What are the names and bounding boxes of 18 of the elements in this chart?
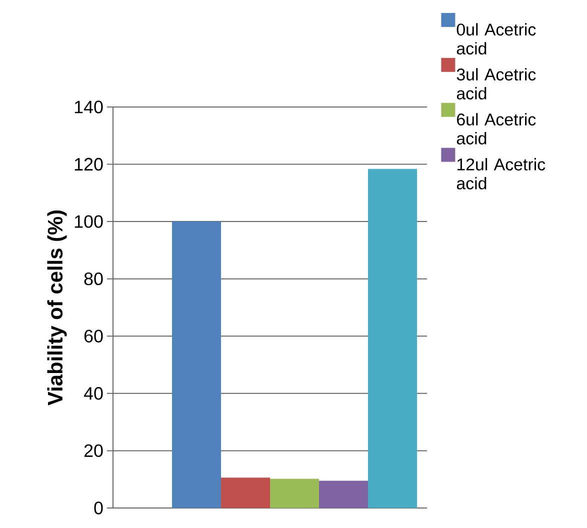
bar xyxy=(319,480,368,508)
y-tick-label: 60 xyxy=(84,330,103,342)
y-tick-label: 100 xyxy=(74,215,103,228)
y-tick-label: 140 xyxy=(74,100,103,114)
bar xyxy=(368,168,418,508)
y-axis-title: Viability of cells (%) xyxy=(47,210,67,406)
bar xyxy=(270,478,320,508)
bar xyxy=(221,478,270,508)
legend-label: 3ul Acetric acid xyxy=(456,68,536,100)
y-tick-label: 20 xyxy=(84,444,103,458)
legend-label: 0ul Acetric acid xyxy=(456,23,536,55)
y-tick-label: 80 xyxy=(84,272,103,286)
legend-label: 12ul Acetric acid xyxy=(456,158,546,190)
bar xyxy=(172,222,221,508)
y-tick-label: 0 xyxy=(94,502,103,514)
y-tick-label: 120 xyxy=(74,158,103,171)
legend-label: 6ul Acetric acid xyxy=(456,113,536,144)
y-tick-label: 40 xyxy=(84,387,103,400)
